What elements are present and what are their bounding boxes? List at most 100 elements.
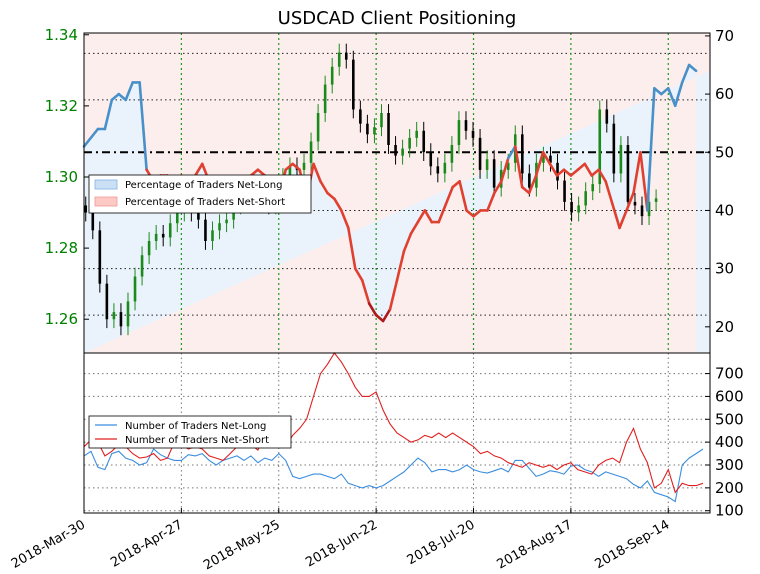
legend-net-short-swatch (94, 196, 118, 207)
candle-body (570, 201, 573, 213)
candle-body (457, 120, 461, 145)
candle-body (380, 113, 383, 128)
candle-body (288, 166, 292, 177)
candle-body (464, 120, 468, 131)
candle-body (415, 130, 418, 138)
price-tick-label: 1.32 (45, 97, 78, 115)
candle-body (91, 212, 95, 231)
candle-body (126, 301, 130, 327)
candle-body (422, 130, 426, 153)
sentiment-segment (423, 209, 434, 224)
candle-body (204, 219, 207, 241)
date-tick-label: 2018-Jun-22 (303, 517, 380, 570)
candle-body (302, 162, 306, 170)
candle-body (394, 145, 397, 156)
candle-body (506, 162, 510, 170)
candle-body (344, 52, 348, 60)
sentiment-segment (548, 162, 559, 177)
candle-body (584, 191, 587, 206)
candle-body (577, 205, 580, 213)
candle-body (105, 283, 109, 320)
sentiment-segment (506, 145, 517, 160)
sentiment-segment (388, 278, 399, 311)
candle-body (436, 166, 440, 174)
price-tick-label: 1.28 (45, 239, 78, 257)
sentiment-segment (500, 156, 510, 183)
candle-body (450, 145, 454, 163)
candle-body (626, 145, 630, 202)
sentiment-segment (472, 209, 482, 218)
candle-body (330, 66, 334, 85)
legend-count-short-label: Number of Traders Net-Short (125, 435, 269, 446)
candle-body (168, 223, 172, 238)
sentiment-segment (534, 150, 545, 177)
sentiment-segment (367, 302, 378, 317)
candle-body (408, 137, 411, 149)
candle-body (471, 130, 475, 138)
candle-body (147, 241, 151, 256)
legend-net-short-label: Percentage of Traders Net-Short (125, 197, 285, 208)
candle-body (443, 162, 447, 174)
sentiment-segment (569, 168, 580, 177)
count-tick-label: 300 (715, 456, 744, 474)
candle-body (161, 233, 165, 238)
sentiment-segment (541, 150, 552, 166)
sentiment-segment (110, 92, 121, 102)
candle-body (140, 255, 144, 277)
candle-body (591, 184, 595, 192)
percent-tick-label: 70 (715, 27, 734, 45)
percent-axis: 20 30 40 50 60 70 (705, 27, 734, 336)
bottom-legend-box (88, 415, 292, 449)
candle-body (647, 201, 651, 217)
sentiment-segment (465, 209, 475, 218)
sentiment-segment (138, 81, 148, 172)
sentiment-segment (660, 86, 670, 96)
bottom-panel-border (83, 352, 711, 514)
candle-body (84, 205, 88, 213)
candle-body (119, 312, 123, 327)
sentiment-segment (437, 203, 447, 224)
sentiment-segment (576, 162, 587, 172)
sentiment-segment (673, 81, 684, 108)
candle-body (556, 162, 559, 181)
sentiment-segment (680, 63, 691, 84)
sentiment-segment (611, 203, 621, 230)
candle-body (612, 123, 616, 174)
percent-tick-label: 20 (715, 318, 734, 336)
sentiment-segment (374, 313, 385, 323)
count-tick-label: 700 (715, 365, 744, 383)
legend-net-long-swatch (94, 179, 118, 190)
candle-body (542, 155, 545, 163)
sentiment-segment (486, 191, 496, 212)
sentiment-segment (381, 308, 392, 323)
sentiment-segment (513, 145, 524, 189)
candle-body (640, 205, 644, 217)
sentiment-segment (340, 209, 350, 230)
count-tick-label: 400 (715, 433, 744, 451)
sentiment-segment (360, 278, 371, 305)
sentiment-segment (555, 168, 566, 177)
sentiment-segment (312, 162, 322, 183)
sentiment-segment (193, 162, 204, 177)
count-tick-label: 200 (715, 479, 744, 497)
candle-body (309, 141, 313, 163)
percent-tick-label: 40 (715, 201, 734, 219)
price-tick-label: 1.26 (45, 310, 78, 328)
sentiment-segment (347, 226, 357, 270)
percent-tick-label: 30 (715, 260, 734, 278)
candle-body (401, 148, 404, 156)
sentiment-segment (333, 197, 343, 212)
sentiment-segment (527, 174, 538, 195)
count-tick-label: 600 (715, 387, 744, 405)
sentiment-segment (653, 86, 663, 96)
sentiment-segment (625, 191, 635, 212)
sentiment-segment (597, 168, 607, 183)
candle-body (337, 52, 341, 67)
legend-count-long-label: Number of Traders Net-Long (125, 421, 266, 432)
count-tick-label: 100 (715, 502, 744, 520)
date-tick-label: 2018-Apr-27 (108, 517, 185, 570)
candle-body (197, 212, 200, 220)
sentiment-segment (520, 185, 531, 195)
sentiment-segment (117, 92, 128, 102)
